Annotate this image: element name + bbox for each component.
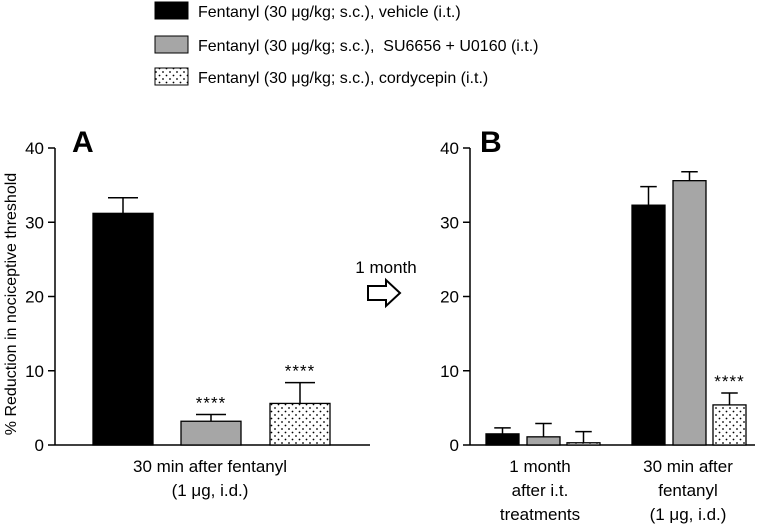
x-category-label: (1 μg, i.d.): [172, 481, 249, 500]
legend-swatch-vehicle: [154, 1, 189, 20]
bar-cordycepin: [712, 404, 747, 446]
significance-marker: ****: [196, 394, 226, 413]
y-tick-label: 10: [25, 362, 44, 381]
legend-item-cordycepin: Fentanyl (30 μg/kg; s.c.), cordycepin (i…: [154, 67, 488, 87]
y-tick-label: 40: [440, 139, 459, 158]
month-transition: 1 month: [355, 258, 417, 309]
legend-swatch-cordycepin: [154, 67, 189, 86]
x-category-label: treatments: [500, 505, 580, 524]
legend-item-su6656-u0160: Fentanyl (30 μg/kg; s.c.), SU6656 + U016…: [154, 35, 538, 55]
legend: Fentanyl (30 μg/kg; s.c.), vehicle (i.t.…: [154, 1, 538, 87]
y-tick-label: 0: [450, 436, 459, 455]
bar-cordycepin: [566, 442, 601, 446]
x-category-label: after i.t.: [512, 481, 569, 500]
x-category-label: 1 month: [509, 457, 570, 476]
y-tick-label: 20: [440, 288, 459, 307]
significance-marker: ****: [285, 362, 315, 381]
bar-vehicle: [485, 433, 520, 446]
panel-a-plot: 0 10 20 30 40 **** **** 30 min after fentanyl (1…: [25, 139, 370, 500]
bar-cordycepin: [269, 402, 331, 446]
y-tick-label: 30: [25, 213, 44, 232]
x-category-label: 30 min after: [643, 457, 733, 476]
legend-label-vehicle: Fentanyl (30 μg/kg; s.c.), vehicle (i.t.…: [198, 4, 461, 21]
bar-su6656-u0160: [180, 420, 242, 446]
panel-b-plot: 0 10 20 30 40 1 month after i.t. treatments ****…: [440, 139, 755, 524]
y-tick-label: 0: [35, 436, 44, 455]
x-category-label: (1 μg, i.d.): [650, 505, 727, 524]
panel-letter-b: B: [480, 126, 502, 159]
right-arrow-icon: [367, 277, 402, 309]
significance-marker: ****: [714, 372, 744, 391]
y-tick-label: 30: [440, 213, 459, 232]
legend-label-su6656-u0160: Fentanyl (30 μg/kg; s.c.), SU6656 + U016…: [198, 38, 538, 55]
x-category-label: 30 min after fentanyl: [133, 457, 287, 476]
bar-su6656-u0160: [526, 436, 561, 446]
bar-su6656-u0160: [672, 180, 707, 446]
bar-vehicle: [631, 204, 666, 446]
legend-swatch-su6656-u0160: [154, 35, 189, 54]
panel-letter-a: A: [72, 126, 94, 159]
y-tick-label: 20: [25, 288, 44, 307]
legend-item-vehicle: Fentanyl (30 μg/kg; s.c.), vehicle (i.t.…: [154, 1, 461, 21]
y-axis-title: % Reduction in nociceptive threshold: [3, 173, 20, 435]
legend-label-cordycepin: Fentanyl (30 μg/kg; s.c.), cordycepin (i…: [198, 70, 488, 87]
y-tick-label: 10: [440, 362, 459, 381]
x-category-label: fentanyl: [658, 481, 718, 500]
y-tick-label: 40: [25, 139, 44, 158]
bar-vehicle: [92, 212, 154, 446]
transition-label: 1 month: [355, 258, 416, 277]
